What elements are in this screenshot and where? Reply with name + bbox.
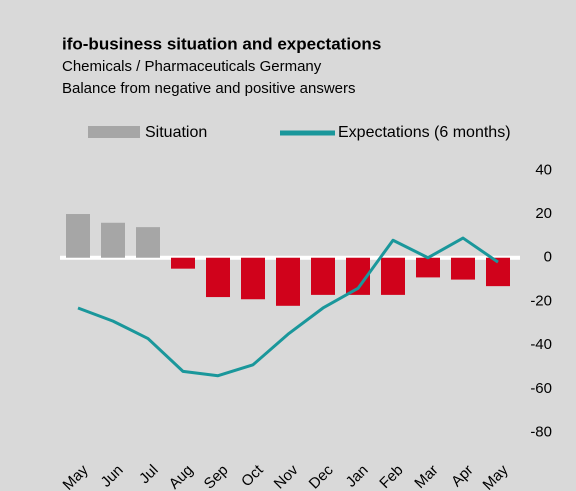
y-tick-label: -20 xyxy=(530,292,552,309)
chart-subtitle: Chemicals / Pharmaceuticals Germany xyxy=(62,58,322,75)
bar xyxy=(451,257,475,280)
bar xyxy=(486,257,510,287)
legend-swatch xyxy=(88,126,140,138)
y-tick-label: -80 xyxy=(530,424,552,441)
bar xyxy=(276,257,300,306)
bar xyxy=(241,257,265,300)
legend-label: Expectations (6 months) xyxy=(338,124,511,141)
y-tick-label: -60 xyxy=(530,380,552,397)
bar xyxy=(66,214,90,258)
chart-subtitle: Balance from negative and positive answe… xyxy=(62,80,356,97)
bar xyxy=(206,257,230,298)
bar xyxy=(171,257,195,269)
y-tick-label: -40 xyxy=(530,336,552,353)
bar xyxy=(381,257,405,295)
bar xyxy=(416,257,440,278)
y-tick-label: 0 xyxy=(544,249,552,266)
y-tick-label: 20 xyxy=(535,205,552,222)
legend-label: Situation xyxy=(145,124,207,141)
chart-title: ifo-business situation and expectations xyxy=(62,34,381,53)
bar xyxy=(311,257,335,295)
y-tick-label: 40 xyxy=(535,161,552,178)
line xyxy=(77,236,499,378)
bar xyxy=(136,227,160,258)
bar xyxy=(101,222,125,258)
